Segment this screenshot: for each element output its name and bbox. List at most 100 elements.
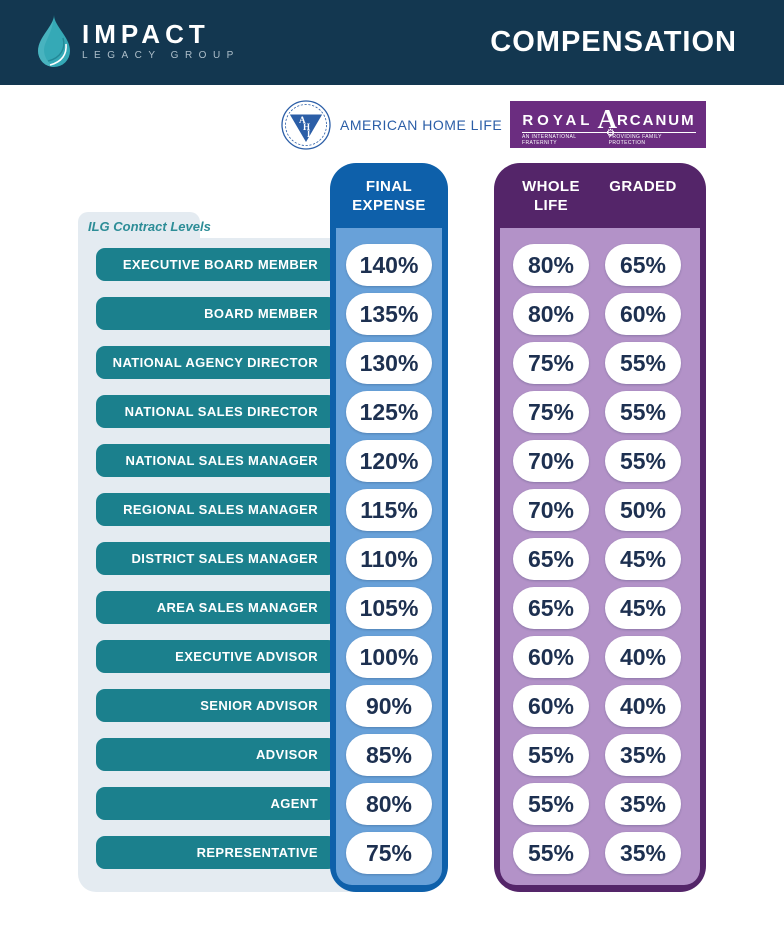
final-expense-value: 80% xyxy=(346,783,432,825)
whole-life-value: 70% xyxy=(513,440,589,482)
whole-life-value: 75% xyxy=(513,342,589,384)
royal-arcanum-row: 65% 45% xyxy=(513,587,681,636)
whole-life-value: 55% xyxy=(513,832,589,874)
royal-arcanum-row: 75% 55% xyxy=(513,342,681,391)
graded-value: 50% xyxy=(605,489,681,531)
level-pill: SENIOR ADVISOR xyxy=(96,689,337,722)
page-title: COMPENSATION xyxy=(490,26,737,58)
final-expense-value: 100% xyxy=(346,636,432,678)
level-pill: AGENT xyxy=(96,787,337,820)
royal-arcanum-row: 60% 40% xyxy=(513,636,681,685)
graded-value: 65% xyxy=(605,244,681,286)
brand-subtitle: LEGACY GROUP xyxy=(82,50,240,61)
header-bar: IMPACT LEGACY GROUP COMPENSATION xyxy=(0,0,784,85)
gear-icon: ⚙ xyxy=(606,128,615,139)
ra-initial-a: A xyxy=(597,104,617,134)
graded-value: 55% xyxy=(605,391,681,433)
level-pill: ADVISOR xyxy=(96,738,337,771)
final-expense-value: 110% xyxy=(346,538,432,580)
final-expense-value: 130% xyxy=(346,342,432,384)
whole-life-value: 65% xyxy=(513,587,589,629)
ahl-seal-icon: A H L xyxy=(281,100,331,150)
final-expense-value: 105% xyxy=(346,587,432,629)
level-pill: DISTRICT SALES MANAGER xyxy=(96,542,337,575)
ra-tagline: AN INTERNATIONAL FRATERNITY PROVIDING FA… xyxy=(522,132,696,146)
brand-name: IMPACT xyxy=(82,19,210,49)
ra-word-rcanum: RCANUM xyxy=(616,112,696,129)
brand-text: IMPACT LEGACY GROUP xyxy=(82,21,240,61)
final-expense-value: 140% xyxy=(346,244,432,286)
graded-header: GRADED xyxy=(609,178,677,195)
royal-arcanum-row: 70% 50% xyxy=(513,489,681,538)
royal-arcanum-body: 80% 65% 80% 60% 75% 55% 75% 55% 70% 55% 70% 50% 65% 4… xyxy=(500,228,700,885)
royal-arcanum-row: 80% 60% xyxy=(513,293,681,342)
graded-value: 35% xyxy=(605,783,681,825)
final-expense-body: 140% 135% 130% 125% 120% 115% 110% 105% 100% 90% 8… xyxy=(336,228,442,885)
graded-value: 60% xyxy=(605,293,681,335)
whole-life-value: 60% xyxy=(513,685,589,727)
final-expense-header-line1: FINAL xyxy=(365,178,413,195)
graded-value: 45% xyxy=(605,587,681,629)
final-expense-value: 85% xyxy=(346,734,432,776)
level-pill: EXECUTIVE BOARD MEMBER xyxy=(96,248,337,281)
whole-life-header: WHOLE LIFE xyxy=(494,177,608,215)
whole-life-value: 75% xyxy=(513,391,589,433)
level-pill: EXECUTIVE ADVISOR xyxy=(96,640,337,673)
royal-arcanum-row: 55% 35% xyxy=(513,832,681,881)
graded-value: 40% xyxy=(605,685,681,727)
final-expense-value: 120% xyxy=(346,440,432,482)
ra-tagline-left: AN INTERNATIONAL FRATERNITY xyxy=(522,134,577,146)
whole-life-header-line2: LIFE xyxy=(533,197,569,214)
royal-arcanum-row: 75% 55% xyxy=(513,391,681,440)
ahl-name: AMERICAN HOME LIFE xyxy=(340,117,503,133)
graded-value: 40% xyxy=(605,636,681,678)
royal-arcanum-column: WHOLE LIFE GRADED 80% 65% 80% 60% 75% 55% 75% 5… xyxy=(494,163,706,892)
final-expense-header: FINAL EXPENSE xyxy=(330,177,448,215)
royal-arcanum-row: 70% 55% xyxy=(513,440,681,489)
royal-arcanum-logo: ROYAL A RCANUM ⚙ AN INTERNATIONAL FRATER… xyxy=(510,101,706,148)
level-pill: NATIONAL AGENCY DIRECTOR xyxy=(96,346,337,379)
graded-value: 45% xyxy=(605,538,681,580)
ra-word-royal: ROYAL xyxy=(522,112,594,129)
level-pill: BOARD MEMBER xyxy=(96,297,337,330)
level-pill: AREA SALES MANAGER xyxy=(96,591,337,624)
ra-tagline-right: PROVIDING FAMILY PROTECTION xyxy=(608,134,662,146)
royal-arcanum-row: 80% 65% xyxy=(513,244,681,293)
level-pill: REGIONAL SALES MANAGER xyxy=(96,493,337,526)
whole-life-value: 55% xyxy=(513,734,589,776)
whole-life-value: 60% xyxy=(513,636,589,678)
final-expense-header-line2: EXPENSE xyxy=(352,197,426,214)
final-expense-value: 135% xyxy=(346,293,432,335)
graded-value: 55% xyxy=(605,342,681,384)
whole-life-value: 80% xyxy=(513,244,589,286)
final-expense-value: 125% xyxy=(346,391,432,433)
brand-logo: IMPACT LEGACY GROUP xyxy=(36,14,240,68)
level-list: EXECUTIVE BOARD MEMBER BOARD MEMBER NATION… xyxy=(96,248,337,885)
svg-text:L: L xyxy=(307,129,313,139)
final-expense-list: 140% 135% 130% 125% 120% 115% 110% 105% 100% 90% 8… xyxy=(346,244,432,881)
level-pill: NATIONAL SALES DIRECTOR xyxy=(96,395,337,428)
svg-text:H: H xyxy=(303,122,310,132)
whole-life-header-line1: WHOLE xyxy=(522,178,580,195)
level-pill: NATIONAL SALES MANAGER xyxy=(96,444,337,477)
royal-arcanum-list: 80% 65% 80% 60% 75% 55% 75% 55% 70% 55% 70% 50% 65% 4… xyxy=(513,244,681,881)
final-expense-column: FINAL EXPENSE 140% 135% 130% 125% 120% 115% 11… xyxy=(330,163,448,892)
level-pill: REPRESENTATIVE xyxy=(96,836,337,869)
final-expense-value: 75% xyxy=(346,832,432,874)
royal-arcanum-row: 65% 45% xyxy=(513,538,681,587)
royal-arcanum-row: 60% 40% xyxy=(513,685,681,734)
svg-text:A: A xyxy=(299,115,306,125)
graded-value: 35% xyxy=(605,734,681,776)
water-drop-icon xyxy=(36,14,72,68)
royal-arcanum-wordmark: ROYAL A RCANUM xyxy=(522,104,696,134)
whole-life-value: 55% xyxy=(513,783,589,825)
whole-life-value: 80% xyxy=(513,293,589,335)
american-home-life-logo: A H L AMERICAN HOME LIFE xyxy=(281,100,502,150)
final-expense-value: 115% xyxy=(346,489,432,531)
levels-label: ILG Contract Levels xyxy=(88,219,211,234)
graded-value: 35% xyxy=(605,832,681,874)
royal-arcanum-row: 55% 35% xyxy=(513,734,681,783)
whole-life-value: 65% xyxy=(513,538,589,580)
graded-value: 55% xyxy=(605,440,681,482)
